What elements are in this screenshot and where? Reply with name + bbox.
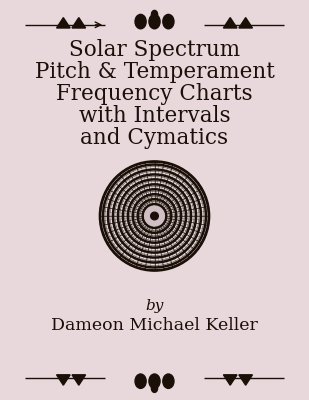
Polygon shape	[223, 375, 237, 385]
Circle shape	[151, 212, 158, 220]
Text: Dameon Michael Keller: Dameon Michael Keller	[51, 318, 258, 334]
Circle shape	[145, 206, 164, 226]
Text: Solar Spectrum: Solar Spectrum	[69, 39, 240, 61]
Circle shape	[110, 172, 199, 260]
Circle shape	[135, 196, 174, 236]
Circle shape	[137, 199, 172, 233]
Circle shape	[147, 208, 162, 224]
Text: by: by	[145, 299, 164, 313]
Circle shape	[142, 204, 167, 228]
Circle shape	[163, 374, 174, 388]
Circle shape	[145, 206, 164, 226]
Circle shape	[125, 186, 184, 246]
Circle shape	[100, 162, 209, 270]
Circle shape	[135, 374, 146, 388]
Circle shape	[103, 164, 206, 268]
Circle shape	[135, 14, 146, 29]
Circle shape	[100, 162, 209, 270]
Polygon shape	[239, 375, 252, 385]
Polygon shape	[223, 18, 237, 28]
Circle shape	[115, 176, 194, 256]
Circle shape	[112, 174, 197, 258]
Circle shape	[132, 194, 177, 238]
Text: with Intervals: with Intervals	[79, 105, 230, 127]
Circle shape	[120, 181, 189, 251]
Circle shape	[150, 211, 159, 221]
Circle shape	[105, 166, 204, 266]
Text: Frequency Charts: Frequency Charts	[56, 83, 253, 105]
Circle shape	[117, 179, 192, 253]
Circle shape	[149, 14, 160, 29]
Polygon shape	[72, 375, 86, 385]
Circle shape	[108, 169, 201, 263]
Circle shape	[152, 214, 157, 218]
Circle shape	[151, 384, 158, 392]
Polygon shape	[57, 375, 70, 385]
Circle shape	[122, 184, 187, 248]
Circle shape	[140, 201, 169, 231]
Polygon shape	[72, 18, 86, 28]
Text: and Cymatics: and Cymatics	[80, 127, 229, 149]
Circle shape	[130, 191, 179, 241]
Circle shape	[149, 374, 160, 388]
Polygon shape	[239, 18, 252, 28]
Polygon shape	[57, 18, 70, 28]
Circle shape	[151, 10, 158, 18]
Circle shape	[127, 189, 182, 243]
Text: Pitch & Temperament: Pitch & Temperament	[35, 61, 274, 83]
Circle shape	[163, 14, 174, 29]
